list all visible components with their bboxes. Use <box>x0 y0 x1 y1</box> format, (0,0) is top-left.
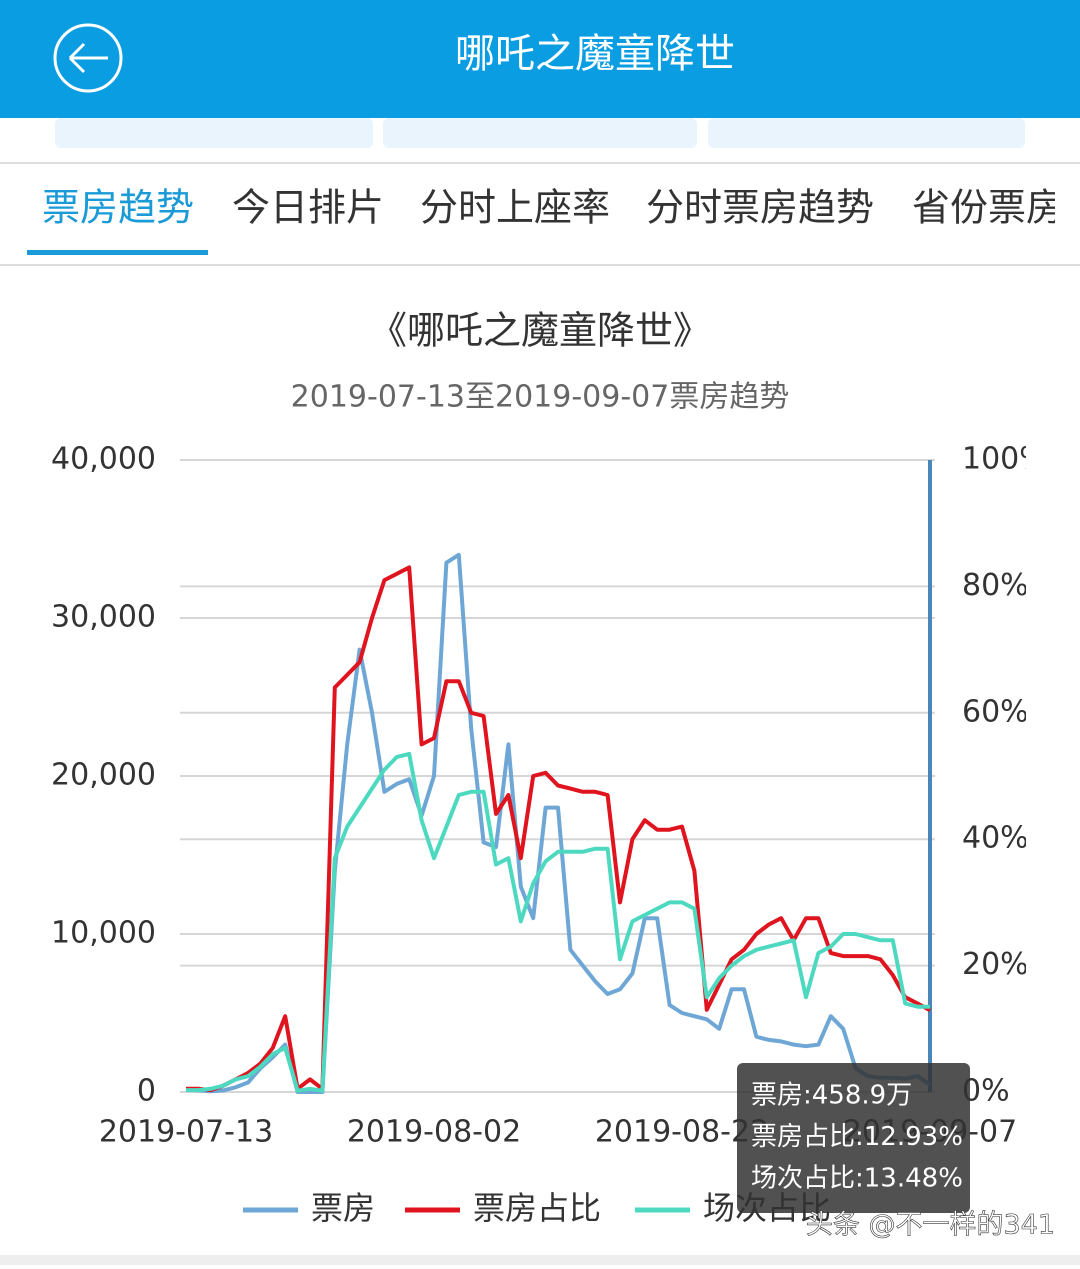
tab-bar: 票房趋势 今日排片 分时上座率 分时票房趋势 省份票房 <box>42 186 1064 230</box>
bottom-strip <box>0 1255 1080 1265</box>
tab[interactable]: 省份票房 <box>912 186 1064 230</box>
tab[interactable]: 分时上座率 <box>420 186 610 230</box>
stat-card <box>708 118 1025 148</box>
x-tick-label: 2019-07-13 <box>99 1115 273 1150</box>
back-circle <box>53 23 123 93</box>
watermark: 头条 @不一样的341 <box>806 1210 1055 1241</box>
tab-indicator <box>27 250 208 255</box>
header-title: 哪吒之魔童降世 <box>455 31 735 77</box>
tooltip-text: 票房:458.9万 <box>751 1081 912 1111</box>
y2-tick-label: 20% <box>962 947 1029 982</box>
y2-tick-label: 100% <box>962 442 1048 477</box>
legend-label: 票房 <box>311 1189 375 1227</box>
series-line <box>186 751 931 1093</box>
x-tick-label: 2019-08-02 <box>347 1115 521 1150</box>
plot: 010,00020,00030,00040,0000%20%40%60%80%1… <box>51 442 1048 1150</box>
series-line <box>185 552 932 1094</box>
stat-card <box>55 118 373 148</box>
y2-tick-label: 40% <box>962 821 1029 856</box>
y-tick-label: 10,000 <box>51 916 156 951</box>
series-line <box>186 565 931 1093</box>
y-tick-label: 0 <box>137 1074 156 1109</box>
chart-subtitle: 2019-07-13至2019-09-07票房趋势 <box>291 380 790 415</box>
stat-card <box>383 118 697 148</box>
legend-label: 票房占比 <box>473 1189 601 1227</box>
y2-tick-label: 60% <box>962 694 1029 729</box>
header-bar <box>0 0 1080 118</box>
back-button[interactable] <box>53 23 123 93</box>
y-tick-label: 30,000 <box>51 600 156 635</box>
chart-title: 《哪吒之魔童降世》 <box>369 309 711 353</box>
y-tick-label: 40,000 <box>51 442 156 477</box>
back-arrow <box>68 42 108 74</box>
tab[interactable]: 票房趋势 <box>42 186 194 230</box>
tooltip-text: 场次占比:13.48% <box>751 1164 963 1194</box>
tooltip-text: 票房占比:12.93% <box>751 1122 963 1152</box>
tab[interactable]: 分时票房趋势 <box>646 186 874 230</box>
y-tick-label: 20,000 <box>51 758 156 793</box>
tooltip-box <box>737 1063 970 1213</box>
y2-tick-label: 80% <box>962 568 1029 603</box>
tab[interactable]: 今日排片 <box>232 186 384 230</box>
